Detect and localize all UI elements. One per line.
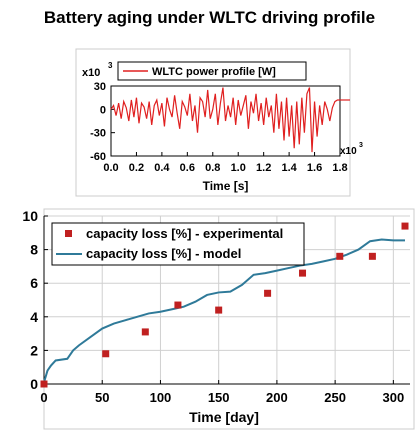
power-x-multiplier: x10 [340, 146, 357, 157]
power-plot-frame [110, 85, 341, 157]
capacity-x-tick-label: 50 [95, 390, 109, 405]
capacity-legend-label-exp: capacity loss [%] - experimental [86, 226, 283, 241]
capacity-experimental-point [336, 252, 344, 260]
power-x-tick-label: 0.4 [154, 162, 170, 174]
capacity-y-tick-label: 10 [22, 208, 38, 224]
capacity-x-tick-label: 100 [150, 390, 172, 405]
capacity-experimental-point [102, 350, 110, 358]
capacity-legend-marker [65, 230, 72, 237]
capacity-legend-box [51, 222, 305, 266]
capacity-x-tick-label: 200 [266, 390, 288, 405]
power-chart: 30 0 -30 -600.0 0.2 0.4 0.6 0.8 1.0 1.2 1.4 1.6 1.8 x… [75, 48, 363, 197]
capacity-y-tick-label: 4 [30, 309, 38, 325]
capacity-experimental-point [141, 328, 149, 336]
power-x-tick-label: 1.4 [281, 162, 297, 174]
capacity-y-tick-label: 0 [30, 376, 38, 392]
capacity-x-axis-label: Time [day] [189, 409, 259, 425]
capacity-y-tick-label: 2 [30, 342, 38, 358]
capacity-experimental-point [40, 380, 48, 388]
page-title: Battery aging under WLTC driving profile [43, 8, 376, 27]
power-y-multiplier: x10 [82, 67, 100, 79]
power-panel-frame [75, 48, 351, 197]
capacity-experimental-point [215, 306, 223, 314]
power-x-tick-label: 0.2 [129, 162, 144, 174]
capacity-y-tick-label: 6 [30, 275, 38, 291]
power-series-line [110, 87, 340, 153]
power-x-axis-label: Time [s] [203, 179, 249, 193]
capacity-x-tick-label: 300 [383, 390, 405, 405]
power-legend-label: WLTC power profile [W] [152, 66, 276, 78]
power-y-multiplier-exp: 3 [108, 61, 113, 70]
capacity-x-tick-label: 150 [208, 390, 230, 405]
capacity-experimental-point [401, 222, 409, 230]
power-y-tick-label: -30 [90, 128, 106, 140]
power-y-tick-label: 0 [100, 104, 106, 116]
capacity-x-tick-label: 0 [40, 390, 47, 405]
capacity-experimental-point [264, 289, 272, 297]
capacity-experimental-point [299, 269, 307, 277]
power-x-multiplier-exp: 3 [359, 142, 363, 149]
power-x-tick-label: 1.0 [231, 162, 246, 174]
capacity-experimental-point [368, 252, 376, 260]
power-x-tick-label: 0.0 [103, 162, 118, 174]
capacity-x-tick-label: 250 [324, 390, 346, 405]
power-x-tick-label: 0.8 [205, 162, 220, 174]
power-x-tick-label: 1.6 [307, 162, 322, 174]
capacity-y-tick-label: 8 [30, 242, 38, 258]
power-x-tick-label: 1.2 [256, 162, 271, 174]
capacity-legend-label-model: capacity loss [%] - model [86, 246, 241, 261]
power-x-tick-label: 0.6 [180, 162, 195, 174]
power-y-tick-label: 30 [94, 81, 106, 93]
power-x-tick-label: 1.8 [332, 162, 347, 174]
power-y-tick-label: -60 [90, 151, 106, 163]
capacity-experimental-point [174, 301, 182, 309]
power-legend-box [117, 61, 307, 81]
